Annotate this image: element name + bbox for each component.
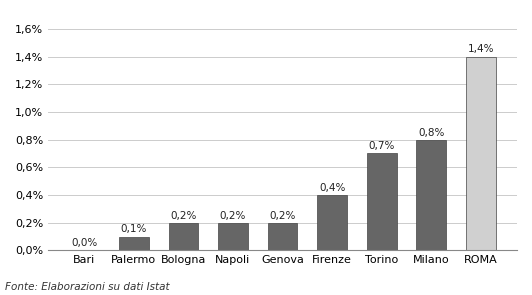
Text: 0,4%: 0,4% (319, 183, 345, 193)
Text: 0,7%: 0,7% (369, 141, 395, 151)
Bar (119, 237, 149, 250)
Text: 0,2%: 0,2% (170, 211, 197, 221)
Text: Fonte: Elaborazioni su dati Istat: Fonte: Elaborazioni su dati Istat (5, 282, 170, 292)
Text: 0,8%: 0,8% (418, 127, 444, 137)
Text: 0,2%: 0,2% (220, 211, 246, 221)
Text: 1,4%: 1,4% (468, 45, 494, 55)
Text: 0,2%: 0,2% (269, 211, 296, 221)
Text: 0,1%: 0,1% (121, 224, 147, 235)
Bar (417, 140, 446, 250)
Bar (317, 195, 347, 250)
Bar (268, 223, 297, 250)
Bar (466, 57, 496, 250)
Bar (218, 223, 248, 250)
Bar (169, 223, 198, 250)
Text: 0,0%: 0,0% (71, 238, 97, 248)
Bar (367, 153, 396, 250)
